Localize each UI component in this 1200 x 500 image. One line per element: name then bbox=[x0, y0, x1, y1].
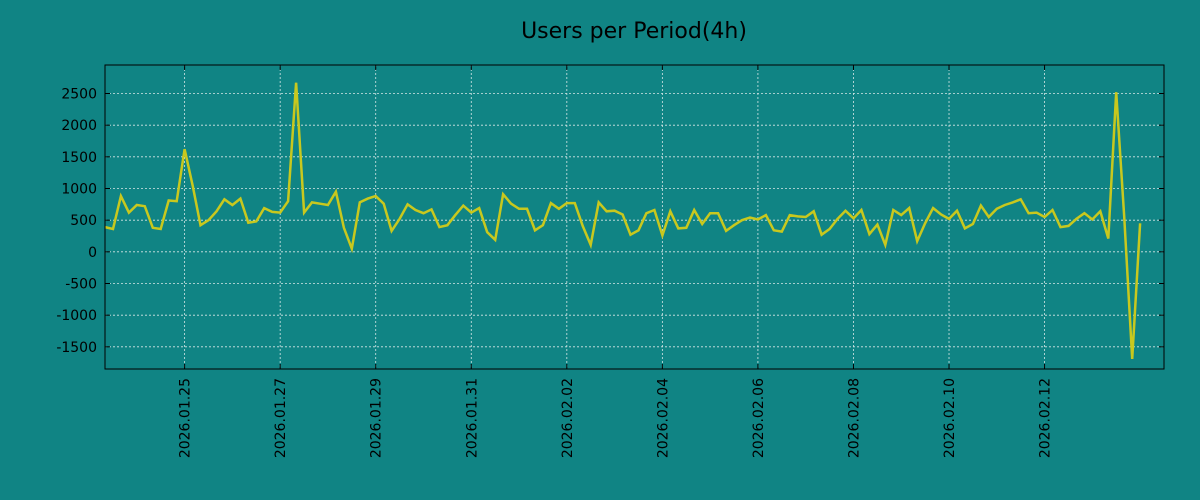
y-tick-label: 0 bbox=[88, 245, 97, 261]
y-tick-label: 1500 bbox=[61, 150, 97, 166]
y-tick-label: -500 bbox=[65, 277, 97, 293]
x-tick-label: 2026.02.10 bbox=[942, 378, 958, 458]
grid bbox=[105, 65, 1164, 369]
y-tick-label: 2000 bbox=[61, 118, 97, 134]
x-tick-label: 2026.01.29 bbox=[369, 378, 385, 458]
chart-title: Users per Period(4h) bbox=[521, 19, 747, 44]
x-tick-label: 2026.01.31 bbox=[464, 378, 480, 458]
y-tick-label: 2500 bbox=[61, 87, 97, 103]
x-tick-label: 2026.02.02 bbox=[560, 378, 576, 458]
x-tick-label: 2026.02.12 bbox=[1038, 378, 1054, 458]
x-tick-label: 2026.02.04 bbox=[655, 378, 671, 458]
series-line bbox=[104, 82, 1142, 359]
x-tick-label: 2026.02.08 bbox=[846, 378, 862, 458]
axis-ticks: 2500 2000 1500 1000 500 0 -500 -1000 -1500 2026.0… bbox=[56, 65, 1164, 458]
y-tick-label: -1500 bbox=[56, 340, 97, 356]
x-tick-label: 2026.01.25 bbox=[178, 378, 194, 458]
x-tick-label: 2026.02.06 bbox=[751, 378, 767, 458]
plot-frame bbox=[104, 64, 1165, 370]
x-tick-label: 2026.01.27 bbox=[273, 378, 289, 458]
y-tick-label: -1000 bbox=[56, 308, 97, 324]
data-points bbox=[104, 82, 1141, 360]
y-tick-label: 1000 bbox=[61, 182, 97, 198]
y-tick-label: 500 bbox=[70, 213, 97, 229]
